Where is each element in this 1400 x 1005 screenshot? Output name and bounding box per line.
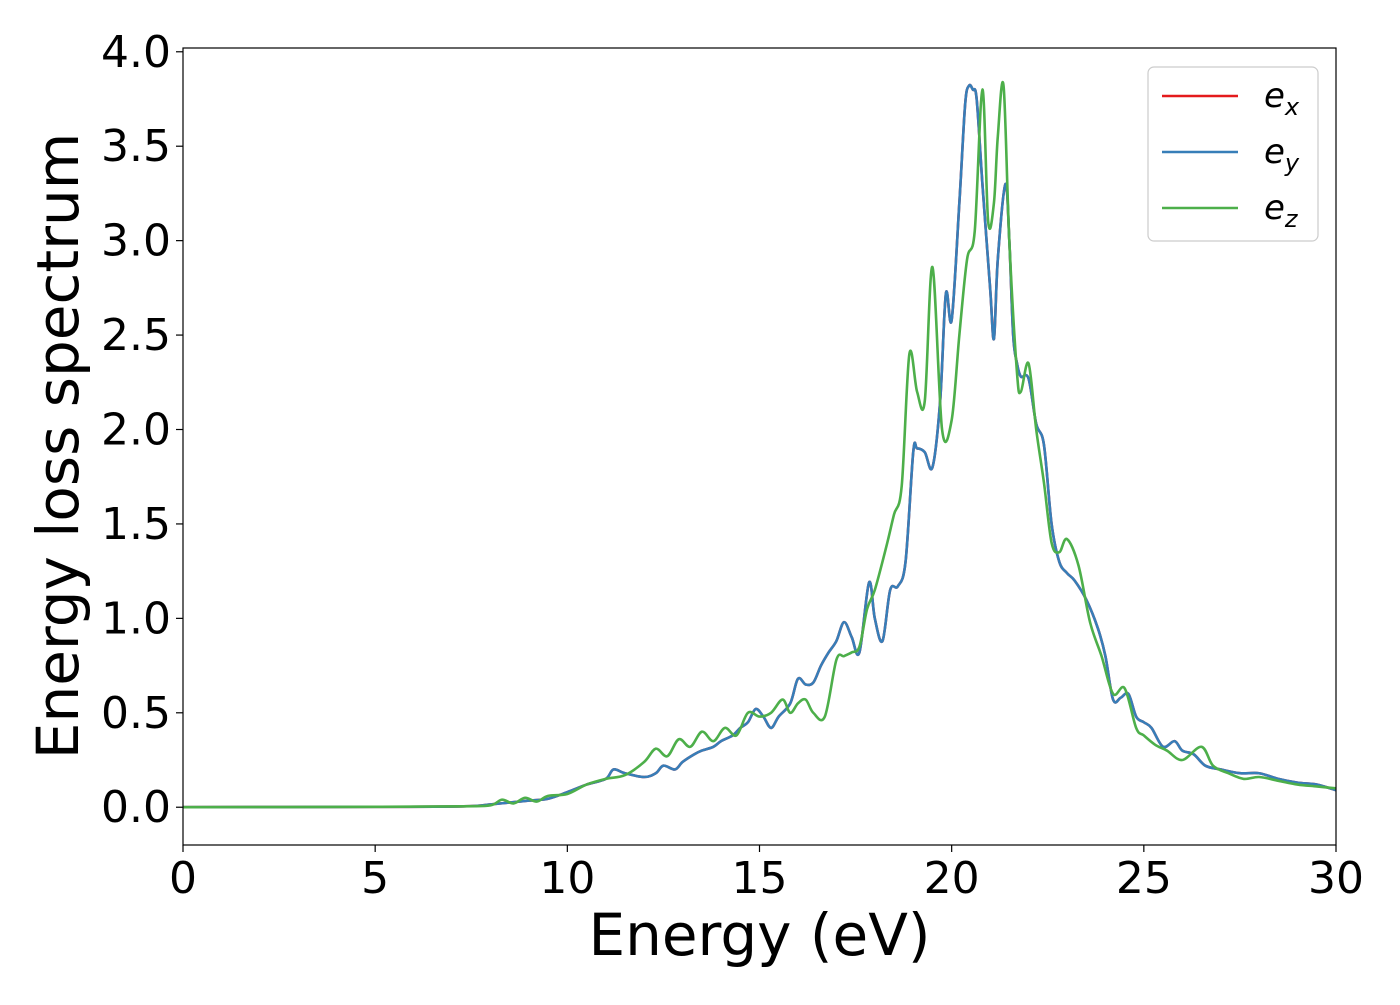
x-axis-label: Energy (eV): [588, 901, 930, 969]
legend-frame: [1147, 66, 1319, 242]
y-tick-label: 2.0: [101, 405, 171, 456]
y-tick-label: 4.0: [101, 27, 171, 78]
x-tick-label: 20: [924, 853, 980, 904]
y-tick-label: 3.0: [101, 216, 171, 267]
x-tick-label: 30: [1308, 853, 1364, 904]
y-tick-label: 0.5: [101, 688, 171, 739]
series-layer: [183, 81, 1336, 809]
x-tick-label: 10: [539, 853, 595, 904]
x-axis-ticks: 0 5 10 15 20 25 30: [169, 845, 1364, 904]
y-tick-label: 1.0: [101, 593, 171, 644]
x-tick-label: 0: [169, 853, 197, 904]
y-tick-label: 3.5: [101, 121, 171, 172]
x-tick-label: 25: [1116, 853, 1172, 904]
x-tick-label: 15: [732, 853, 788, 904]
series-line-z: [183, 81, 1336, 809]
legend-label-z: ez: [1264, 188, 1299, 233]
y-tick-label: 0.0: [101, 782, 171, 833]
y-tick-label: 2.5: [101, 310, 171, 361]
series-line-y: [183, 83, 1336, 809]
x-tick-label: 5: [361, 853, 389, 904]
legend: ex ey ez: [1147, 66, 1319, 242]
legend-label-x: ex: [1264, 76, 1300, 121]
plot-frame: [182, 47, 1337, 846]
legend-label-y: ey: [1264, 132, 1300, 177]
y-axis-label: Energy loss spectrum: [24, 133, 92, 759]
y-axis-ticks: 0.0 0.5 1.0 1.5 2.0 2.5 3.0 3.5 4.0: [101, 27, 183, 833]
y-tick-label: 1.5: [101, 499, 171, 550]
